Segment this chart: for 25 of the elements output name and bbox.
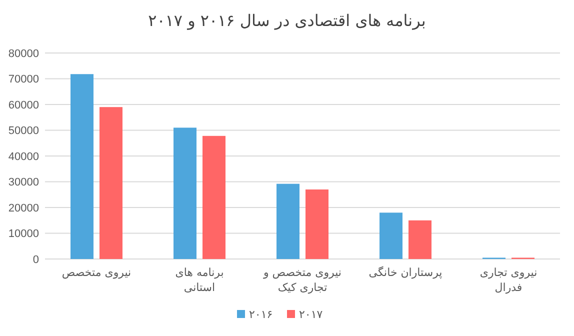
y-tick-label: 50000 [8,125,39,138]
y-tick-label: 70000 [8,74,39,86]
legend-label: ۲۰۱۷ [299,308,323,321]
x-tick-label: نیروی تجاری فدرال [480,266,538,294]
x-tick-label: برنامه های استانی [175,266,224,294]
bar [202,136,226,259]
bar [174,128,196,259]
legend-label: ۲۰۱۶ [249,308,273,321]
bar [276,184,300,259]
bar [380,212,402,259]
chart-title: برنامه های اقتصادی در سال ۲۰۱۶ و ۲۰۱۷ [148,11,426,30]
bar [100,107,122,259]
x-tick-label: نیروی متخصص و تجاری کیک [262,266,342,294]
x-tick-label: نیروی متخصص [62,266,132,279]
bar [408,220,432,259]
y-tick-label: 60000 [8,99,39,112]
y-tick-label: 40000 [8,150,39,163]
y-tick-label: 0 [32,254,39,266]
y-tick-label: 20000 [8,202,39,214]
bar [70,74,94,259]
bar [306,189,328,259]
y-tick-label: 30000 [8,176,39,189]
y-tick-label: 10000 [8,228,39,240]
y-tick-label: 80000 [8,48,39,60]
x-tick-label: پرستاران خانگی [368,266,442,279]
